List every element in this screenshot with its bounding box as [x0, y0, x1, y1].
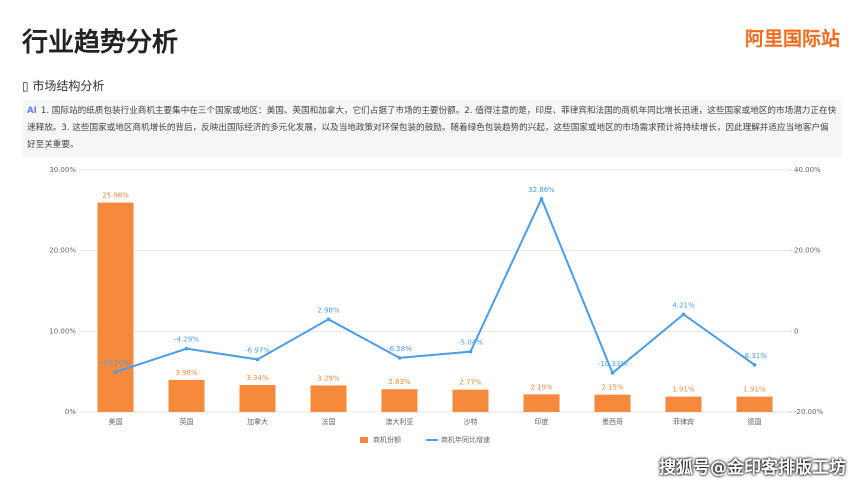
bar-value-label: 25.96%: [102, 192, 129, 200]
bar: [594, 394, 631, 412]
line-point: [539, 196, 544, 201]
line-value-label: -6.97%: [245, 346, 270, 354]
line-point: [468, 349, 473, 354]
bar-value-label: 2.15%: [601, 384, 624, 392]
bar: [736, 396, 773, 412]
x-tick-label: 澳大利亚: [386, 417, 414, 426]
line-value-label: -5.04%: [458, 339, 483, 347]
bar: [97, 202, 134, 412]
y2-tick-label: 0: [794, 327, 798, 335]
bar: [239, 385, 276, 412]
page-title: 行业趋势分析: [22, 28, 179, 58]
line-point: [113, 370, 118, 374]
line-value-label: 2.98%: [317, 306, 340, 314]
footer: 搜狐号@金印客排版工坊: [659, 458, 846, 478]
line-point: [681, 312, 686, 317]
x-tick-label: 印度: [535, 417, 549, 426]
line-value-label: -10.10%: [101, 359, 131, 367]
line-value-label: -8.31%: [742, 352, 767, 360]
line-point: [184, 346, 189, 351]
bar: [452, 389, 489, 412]
line: [115, 196, 756, 375]
line-value-label: -10.33%: [598, 360, 628, 368]
logo: 阿里国际站: [744, 28, 840, 50]
legend-swatch: [360, 437, 368, 443]
bar-value-label: 2.77%: [459, 379, 482, 387]
section-title-text: 市场结构分析: [32, 79, 105, 93]
line-value-label: -4.29%: [174, 336, 199, 344]
line-point: [752, 363, 757, 367]
line-point: [326, 317, 331, 322]
x-tick-label: 菲律宾: [673, 417, 694, 426]
bar-value-label: 3.34%: [246, 374, 269, 382]
legend-label: 商机年同比增速: [441, 435, 490, 444]
y2-tick-label: -20.00%: [794, 408, 824, 416]
line-value-label: 32.86%: [528, 186, 555, 194]
legend-label: 商机份额: [373, 435, 401, 444]
bar-value-label: 3.29%: [317, 374, 340, 382]
bar-value-label: 3.98%: [175, 369, 198, 377]
line-point: [255, 357, 260, 362]
bar: [310, 385, 347, 412]
line-point: [397, 356, 402, 360]
bar-value-label: 2.19%: [530, 383, 553, 391]
ai-badge: AI: [27, 106, 37, 116]
line-point: [610, 371, 615, 375]
bar-value-label: 1.91%: [743, 386, 766, 394]
x-tick-label: 墨西哥: [602, 418, 623, 426]
bar: [168, 379, 205, 412]
bar: [523, 394, 560, 412]
x-tick-label: 德国: [748, 417, 762, 426]
x-tick-label: 美国: [109, 417, 123, 426]
summary-text: 1. 国际站的纸质包装行业商机主要集中在三个国家或地区：美国、英国和加拿大，它们…: [27, 106, 837, 150]
summary: AI 1. 国际站的纸质包装行业商机主要集中在三个国家或地区：美国、英国和加拿大，…: [22, 100, 842, 157]
line-value-label: 4.21%: [672, 301, 695, 309]
y-tick-label: 20.00%: [49, 247, 76, 255]
y-tick-label: 30.00%: [49, 166, 76, 174]
y2-tick-label: 40.00%: [794, 166, 821, 174]
x-tick-label: 沙特: [464, 417, 478, 426]
bar-value-label: 2.83%: [388, 378, 411, 386]
bar-value-label: 1.91%: [672, 386, 695, 394]
y-tick-label: 0%: [65, 408, 76, 416]
y2-tick-label: 20.00%: [794, 247, 821, 255]
x-tick-label: 加拿大: [247, 417, 268, 426]
x-tick-label: 法国: [322, 417, 336, 426]
y-tick-label: 10.00%: [49, 327, 76, 335]
bar: [381, 389, 418, 412]
section-title: ▯ 市场结构分析: [22, 79, 105, 93]
bar: [665, 396, 702, 412]
x-tick-label: 英国: [180, 417, 194, 426]
line-value-label: -6.58%: [387, 345, 412, 353]
